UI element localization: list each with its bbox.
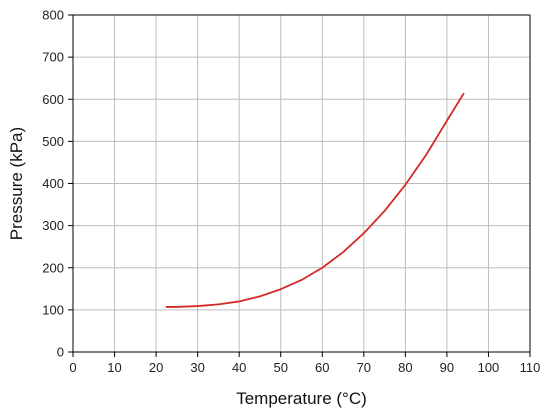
series-layer xyxy=(165,92,465,308)
y-tick-label: 0 xyxy=(57,345,64,360)
y-tick-label: 100 xyxy=(42,302,64,317)
x-tick-label: 60 xyxy=(315,360,329,375)
x-tick-label: 70 xyxy=(357,360,371,375)
x-tick-label: 0 xyxy=(69,360,76,375)
y-tick-label: 300 xyxy=(42,218,64,233)
y-tick-label: 800 xyxy=(42,8,64,23)
x-tick-label: 20 xyxy=(149,360,163,375)
y-tick-label: 700 xyxy=(42,50,64,65)
y-tick-label: 500 xyxy=(42,134,64,149)
series-line xyxy=(165,92,465,308)
x-tick-label: 110 xyxy=(520,360,541,375)
grid-lines xyxy=(73,15,530,352)
x-tick-label: 100 xyxy=(478,360,500,375)
y-axis-title: Pressure (kPa) xyxy=(7,127,26,240)
x-tick-label: 90 xyxy=(440,360,454,375)
x-tick-label: 10 xyxy=(107,360,121,375)
y-tick-label: 600 xyxy=(42,92,64,107)
axis-ticks xyxy=(68,14,531,357)
x-tick-label: 40 xyxy=(232,360,246,375)
x-tick-label: 80 xyxy=(398,360,412,375)
tick-labels: 0 10 20 30 40 50 60 70 80 90 100 110 0 100 200 300 400 50… xyxy=(42,8,540,376)
y-tick-label: 400 xyxy=(42,176,64,191)
x-axis-title: Temperature (°C) xyxy=(236,389,367,408)
x-tick-label: 30 xyxy=(190,360,204,375)
y-tick-label: 200 xyxy=(42,260,64,275)
x-tick-label: 50 xyxy=(273,360,287,375)
